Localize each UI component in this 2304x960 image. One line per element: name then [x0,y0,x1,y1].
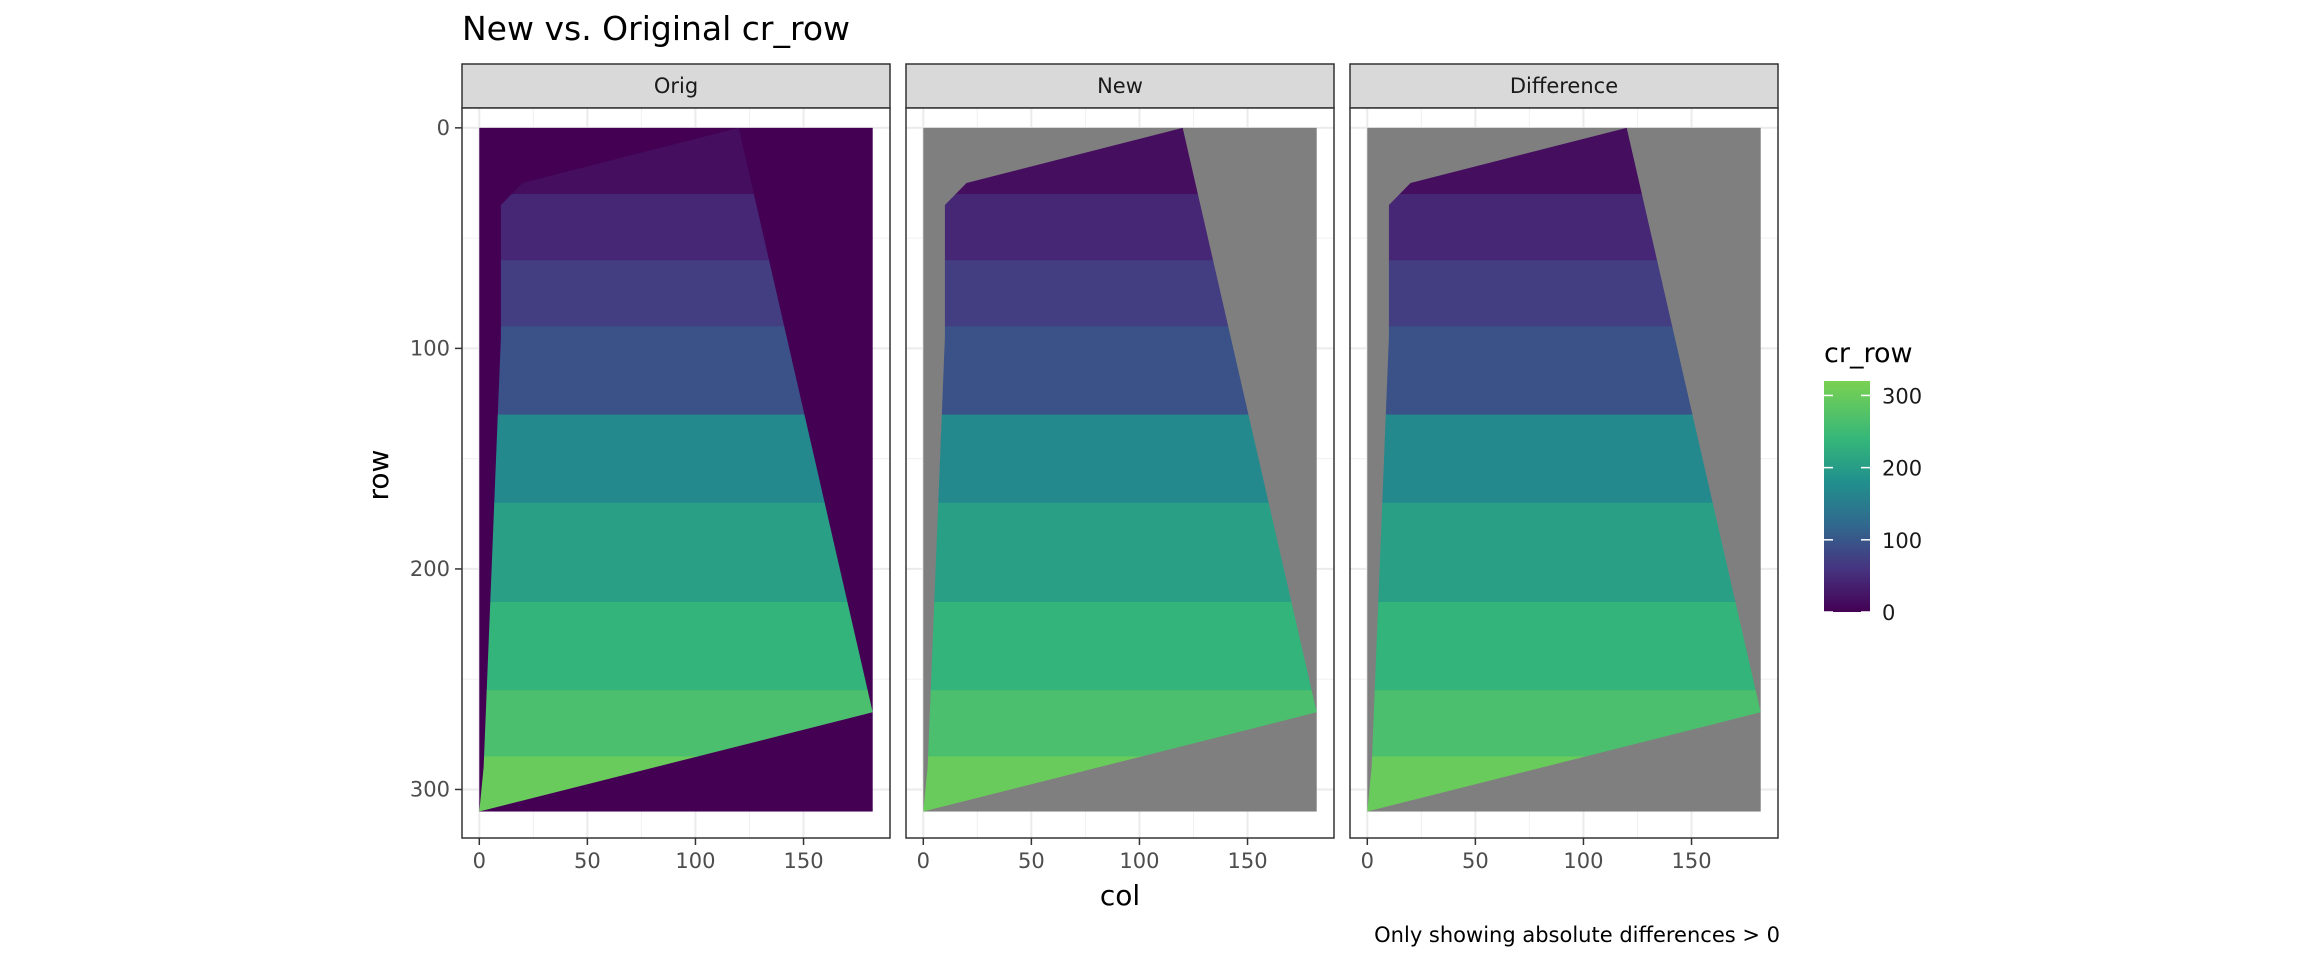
legend-colorbar [1824,381,1870,612]
raster-band [923,414,1317,504]
panel-border [1349,107,1779,839]
facet-label: Orig [654,74,698,98]
y-tick-label: 0 [437,116,450,140]
y-tick-label: 100 [410,336,450,360]
facet-panel-new: New 0 50 100 150 [905,63,1335,873]
facet-label: Difference [1510,74,1618,98]
x-tick-label: 100 [1563,849,1603,873]
y-tick-label: 300 [410,777,450,801]
raster-band [923,502,1317,603]
raster-band [479,602,873,691]
legend-tick-label: 100 [1882,529,1922,553]
legend-tick-label: 300 [1882,384,1922,408]
y-tick-label: 200 [410,557,450,581]
raster-band [1367,502,1761,603]
raster-band [1367,414,1761,504]
facet-strip [1349,63,1779,109]
caption: Only showing absolute differences > 0 [1374,923,1780,947]
x-tick-label: 150 [1671,849,1711,873]
panel-border [461,107,891,839]
facet-strip [461,63,891,109]
color-legend: cr_row 0 100 200 300 [1824,338,1922,625]
chart-title: New vs. Original cr_row [462,9,850,48]
legend-title: cr_row [1824,338,1913,369]
x-tick-label: 0 [473,849,486,873]
facet-panel-difference: Difference 0 50 100 150 [1349,63,1779,873]
x-tick-label: 100 [675,849,715,873]
facet-panel-orig: Orig 0 50 100 150 0 100 200 300 [410,63,891,873]
x-tick-label: 0 [1361,849,1374,873]
x-tick-label: 150 [1227,849,1267,873]
x-tick-label: 50 [1462,849,1489,873]
legend-tick-label: 200 [1882,457,1922,481]
x-tick-label: 50 [574,849,601,873]
x-tick-label: 100 [1119,849,1159,873]
x-tick-label: 150 [783,849,823,873]
raster-band [479,414,873,504]
legend-tick-label: 0 [1882,601,1895,625]
raster-band [1367,602,1761,691]
x-tick-label: 0 [917,849,930,873]
y-axis-title: row [362,450,395,501]
raster-band [479,502,873,603]
panel-border [905,107,1335,839]
x-axis-title: col [1100,879,1140,912]
raster-band [923,602,1317,691]
x-tick-label: 50 [1018,849,1045,873]
facet-label: New [1097,74,1143,98]
